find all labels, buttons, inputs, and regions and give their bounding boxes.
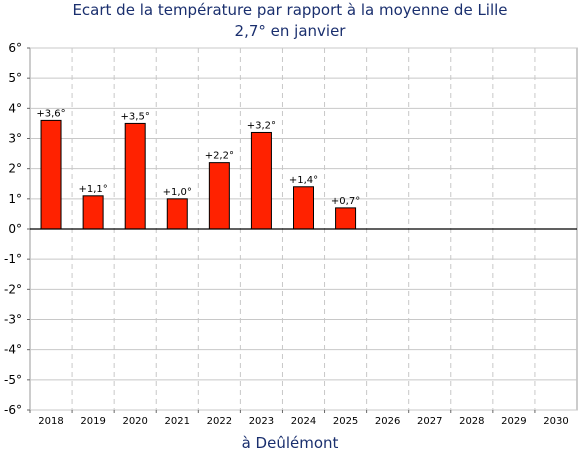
bar-data-label: +2,2° (205, 151, 234, 162)
x-tick-label: 2021 (165, 416, 190, 427)
x-tick-label: 2029 (501, 416, 526, 427)
bar-data-label: +1,4° (289, 175, 318, 186)
x-tick-label: 2028 (459, 416, 484, 427)
bar (208, 162, 230, 230)
bar (335, 207, 357, 230)
x-tick-label: 2022 (207, 416, 232, 427)
y-tick-label: 5° (8, 71, 22, 85)
y-tick-label: -4° (4, 343, 22, 357)
x-tick-label: 2024 (291, 416, 316, 427)
bar-data-label: +1,0° (163, 187, 192, 198)
x-tick-label: 2030 (543, 416, 568, 427)
x-tick-label: 2018 (38, 416, 63, 427)
x-tick-label: 2023 (249, 416, 274, 427)
y-tick-label: -6° (4, 403, 22, 417)
x-axis-label: à Deûlémont (241, 434, 339, 452)
y-tick-label: 0° (8, 222, 22, 236)
bar-data-label: +3,5° (121, 111, 150, 122)
y-tick-label: 2° (8, 162, 22, 176)
y-tick-label: 3° (8, 132, 22, 146)
x-tick-label: 2027 (417, 416, 442, 427)
x-tick-label: 2019 (80, 416, 105, 427)
y-tick-label: -2° (4, 282, 22, 296)
chart-subtitle: 2,7° en janvier (234, 22, 346, 40)
bar-data-label: +1,1° (78, 184, 107, 195)
bar (293, 186, 314, 230)
bar-data-label: +3,2° (247, 120, 276, 131)
y-tick-label: 6° (8, 41, 22, 55)
bar (124, 122, 146, 230)
y-tick-label: -1° (4, 252, 22, 266)
y-tick-label: -5° (4, 373, 22, 387)
x-tick-label: 2020 (122, 416, 147, 427)
bar (166, 198, 188, 230)
chart-title: Ecart de la température par rapport à la… (72, 1, 508, 19)
y-tick-label: 1° (8, 192, 22, 206)
y-tick-label: 4° (8, 101, 22, 115)
bar (40, 119, 62, 230)
bar (250, 131, 272, 230)
y-tick-label: -3° (4, 313, 22, 327)
x-tick-label: 2025 (333, 416, 358, 427)
bar (82, 195, 104, 230)
chart-title-block: Ecart de la température par rapport à la… (0, 0, 580, 42)
bar-data-label: +3,6° (36, 108, 65, 119)
bar-data-label: +0,7° (331, 196, 360, 207)
x-tick-label: 2026 (375, 416, 400, 427)
